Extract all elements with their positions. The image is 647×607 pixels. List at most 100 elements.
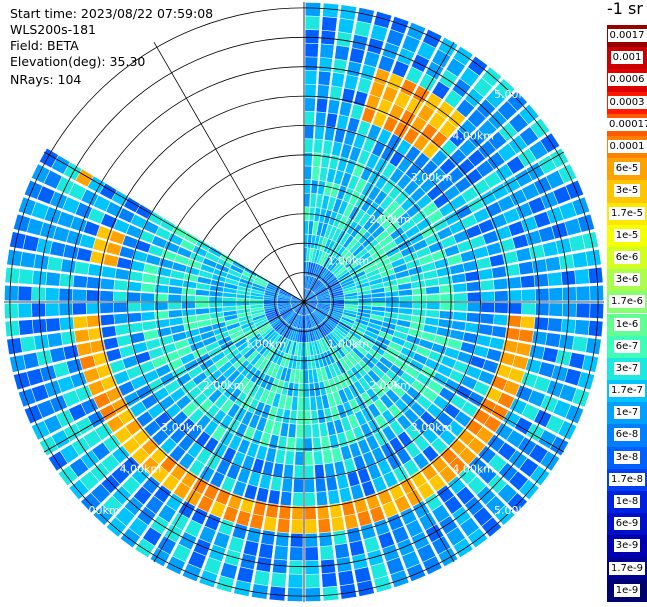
ray-bin: [287, 587, 303, 602]
colorbar-cell: 1e-6: [607, 313, 647, 336]
ray-bin: [150, 547, 170, 567]
ray-bin: [353, 321, 368, 330]
ray-bin: [409, 232, 424, 245]
ray-bin: [51, 430, 70, 449]
ray-bin: [297, 410, 304, 425]
ray-bin: [582, 231, 599, 249]
ray-bin: [291, 298, 304, 302]
ray-bin: [9, 231, 26, 249]
ray-bin: [499, 351, 515, 366]
ray-bin: [304, 138, 313, 153]
ray-bin: [182, 309, 196, 317]
ray-bin: [495, 505, 515, 526]
ray-bin: [118, 208, 135, 223]
ray-bin: [111, 465, 130, 484]
ray-bin: [319, 532, 333, 547]
ray-bin: [131, 466, 150, 485]
ray-bin: [332, 391, 342, 406]
ray-bin: [18, 388, 36, 407]
ray-bin: [316, 307, 329, 315]
ray-bin: [222, 297, 236, 302]
ray-bin: [357, 286, 371, 292]
ray-bin: [360, 523, 376, 540]
ray-bin: [176, 373, 192, 387]
ray-bin: [452, 283, 467, 293]
ray-bin: [304, 193, 310, 207]
ray-bin: [349, 146, 362, 162]
ray-bin: [400, 347, 416, 359]
ray-bin: [143, 329, 159, 341]
ray-bin: [473, 507, 493, 527]
ray-bin: [243, 426, 255, 442]
ray-bin: [589, 285, 604, 301]
ray-bin: [246, 442, 259, 458]
ray-bin: [381, 216, 395, 230]
ray-bin: [374, 158, 388, 174]
ray-bin: [340, 277, 354, 286]
ray-bin: [419, 512, 437, 531]
ray-bin: [282, 409, 291, 424]
ray-bin: [247, 398, 259, 414]
ray-bin: [289, 410, 297, 424]
ray-bin: [239, 278, 253, 286]
ray-bin: [482, 359, 499, 374]
ray-bin: [50, 191, 68, 209]
ray-bin: [155, 226, 171, 240]
ray-bin: [263, 329, 275, 340]
colorbar-cell: 1.7e-9: [607, 557, 647, 580]
ray-bin: [422, 428, 438, 444]
ray-bin: [472, 179, 490, 196]
ray-bin: [335, 345, 346, 358]
ray-bin: [439, 284, 454, 294]
ray-bin: [328, 311, 342, 319]
ray-bin: [313, 326, 321, 340]
ray-bin: [271, 364, 280, 378]
ray-bin: [311, 248, 317, 263]
ray-bin: [309, 277, 317, 290]
ray-bin: [396, 378, 411, 392]
ray-bin: [39, 148, 59, 168]
ray-bin: [150, 447, 168, 465]
ray-bin: [174, 339, 190, 350]
ray-bin: [317, 354, 324, 368]
ray-bin: [323, 238, 332, 253]
ray-bin: [353, 91, 368, 107]
ray-bin: [177, 346, 192, 358]
ray-bin: [333, 264, 345, 275]
ray-bin: [309, 262, 314, 276]
ray-bin: [454, 177, 472, 193]
ray-bin: [410, 187, 426, 202]
ray-bin: [393, 264, 408, 274]
ray-bin: [196, 448, 212, 465]
ray-bin: [165, 493, 184, 511]
ray-bin: [317, 303, 331, 307]
ray-bin: [115, 507, 135, 527]
ray-bin: [79, 234, 96, 249]
ray-bin: [168, 294, 182, 302]
ray-bin: [391, 206, 406, 221]
ray-bin: [226, 273, 241, 282]
ray-bin: [406, 97, 423, 115]
ray-bin: [304, 397, 310, 411]
ray-bin: [259, 343, 271, 355]
ray-bin: [428, 241, 444, 253]
ray-bin: [464, 496, 484, 516]
ray-bin: [160, 455, 178, 473]
ray-bin: [63, 423, 82, 442]
ray-bin: [412, 302, 427, 309]
ray-bin: [419, 73, 437, 92]
ray-bin: [460, 341, 476, 354]
ray-bin: [232, 523, 248, 540]
ray-bin: [330, 183, 340, 198]
ray-bin: [305, 574, 320, 588]
ray-bin: [391, 257, 406, 268]
ray-bin: [394, 398, 410, 414]
ray-bin: [4, 285, 19, 301]
ray-bin: [47, 332, 63, 348]
ray-bin: [428, 351, 444, 363]
ray-bin: [423, 270, 438, 280]
ray-bin: [118, 408, 136, 425]
ray-bin: [382, 42, 400, 60]
ray-bin: [172, 544, 191, 562]
ray-bin: [178, 435, 194, 452]
